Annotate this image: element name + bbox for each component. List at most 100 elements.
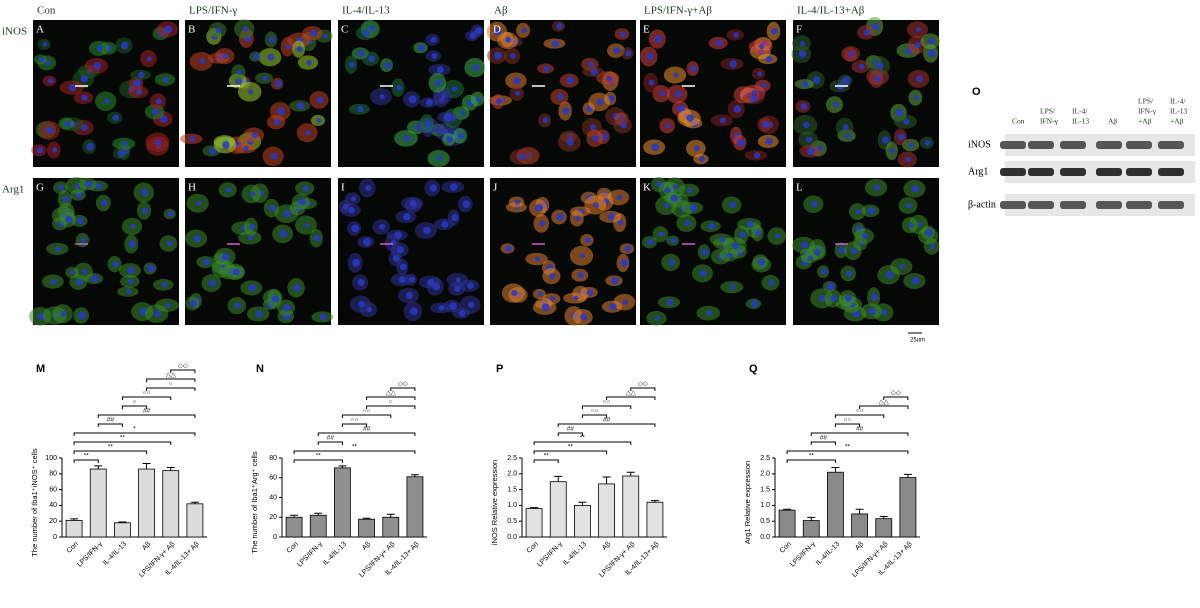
nucleus <box>686 114 694 122</box>
nucleus <box>916 222 922 228</box>
comparison-label: ** <box>316 453 322 460</box>
lane-label: IL-4/ <box>1072 107 1088 116</box>
nucleus <box>424 120 431 127</box>
micrograph <box>490 178 636 326</box>
nucleus <box>274 80 282 88</box>
nucleus <box>556 22 563 30</box>
nucleus <box>537 291 543 297</box>
nucleus <box>85 180 93 188</box>
nucleus <box>584 237 591 244</box>
nucleus <box>733 32 739 38</box>
y-tick-label: 2.5 <box>507 455 517 462</box>
blot-band <box>1028 168 1054 176</box>
bar <box>875 518 893 538</box>
micrograph <box>792 178 940 325</box>
nucleus <box>155 98 162 105</box>
y-tick-label: 80 <box>269 455 277 462</box>
nucleus <box>577 272 584 279</box>
nucleus <box>436 155 443 162</box>
nucleus <box>799 40 806 46</box>
nucleus <box>690 65 697 72</box>
error-bar <box>855 508 864 514</box>
comparison-label: ** <box>120 435 126 442</box>
nucleus <box>112 114 120 122</box>
nucleus <box>234 302 242 309</box>
nucleus <box>867 207 876 215</box>
blot-band <box>1158 201 1184 209</box>
nucleus <box>575 215 581 222</box>
nucleus <box>755 230 762 237</box>
nucleus <box>164 25 173 34</box>
column-header: Aβ <box>494 5 508 17</box>
nucleus <box>38 56 45 63</box>
comparison-bracket <box>390 387 416 391</box>
nucleus <box>805 136 813 143</box>
nucleus <box>451 214 459 221</box>
error-bar <box>626 471 635 477</box>
lane-label: IL-13 <box>1170 107 1187 116</box>
nucleus <box>348 207 355 214</box>
comparison-label: ## <box>327 435 335 442</box>
nucleus <box>475 96 481 102</box>
nucleus <box>664 202 670 209</box>
nucleus <box>80 237 87 243</box>
nucleus <box>542 117 549 124</box>
nucleus <box>556 213 564 221</box>
micrograph <box>29 177 179 326</box>
nucleus <box>646 238 654 246</box>
nucleus <box>648 79 655 86</box>
nucleus <box>357 50 365 57</box>
nucleus <box>133 79 142 88</box>
panel-letter: H <box>188 182 196 194</box>
bar <box>186 503 204 538</box>
nucleus <box>674 90 682 98</box>
nucleus <box>255 310 263 318</box>
nucleus <box>689 204 698 212</box>
y-axis-label: The number of Iba1⁺iNOS⁺ cells <box>30 448 39 557</box>
nucleus <box>222 53 229 59</box>
blot-row-label: iNOS <box>968 139 991 150</box>
nucleus <box>75 278 83 286</box>
nucleus <box>927 37 935 45</box>
bar <box>89 468 107 538</box>
nucleus <box>472 64 480 71</box>
panel-letter: A <box>36 24 44 36</box>
nucleus <box>850 247 858 255</box>
nucleus <box>379 223 386 230</box>
nucleus <box>511 289 518 297</box>
bar <box>406 476 424 538</box>
column-header: Con <box>37 5 56 17</box>
nucleus <box>141 188 149 197</box>
nucleus <box>762 121 770 128</box>
comparison-bracket <box>97 414 196 418</box>
nucleus <box>495 98 503 105</box>
bar <box>549 481 567 538</box>
y-tick-label: 80 <box>49 471 57 478</box>
nucleus <box>435 79 442 87</box>
nucleus <box>221 252 230 261</box>
nucleus <box>202 258 210 266</box>
nucleus <box>451 86 458 92</box>
comparison-label: ** <box>84 453 90 460</box>
micrograph <box>486 20 636 167</box>
y-tick-label: 20 <box>49 518 57 525</box>
chart-letter: M <box>36 363 45 375</box>
nucleus <box>733 105 742 113</box>
comparison-label: ○○ <box>363 408 371 415</box>
nucleus <box>800 241 809 249</box>
nucleus <box>122 141 128 147</box>
nucleus <box>193 234 201 243</box>
nucleus <box>588 61 594 68</box>
nucleus <box>304 222 310 228</box>
column-header: IL-4/IL-13 <box>342 5 390 17</box>
nucleus <box>58 184 65 191</box>
comparison-bracket <box>557 432 583 436</box>
x-tick-label: Con <box>66 541 80 555</box>
x-tick-label: Con <box>286 541 300 555</box>
y-tick-label: 40 <box>269 494 277 501</box>
nucleus <box>746 220 754 228</box>
nucleus <box>440 92 447 99</box>
nucleus <box>467 282 474 290</box>
nucleus <box>590 124 596 131</box>
